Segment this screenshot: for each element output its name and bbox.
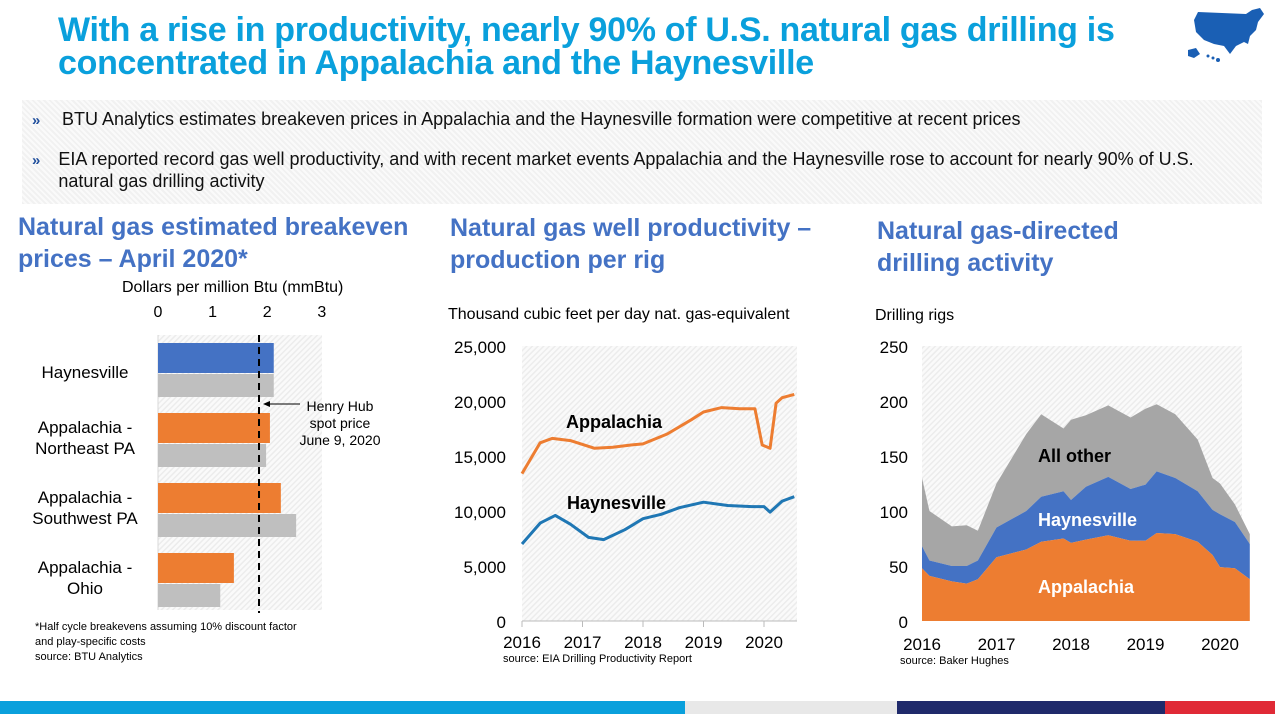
bar-primary (158, 413, 270, 443)
category-label: Appalachia - (38, 418, 133, 437)
bullet-panel: » BTU Analytics estimates breakeven price… (22, 100, 1262, 204)
y-tick-label: 20,000 (454, 393, 506, 412)
annotation-text: Henry Hub (307, 398, 374, 414)
series-line-haynesville (520, 495, 795, 545)
category-label: Haynesville (42, 363, 129, 382)
y-tick-label: 0 (497, 613, 506, 632)
series-label: Appalachia (1038, 577, 1135, 597)
plot-area (522, 346, 797, 621)
chart1-axis-label: Dollars per million Btu (mmBtu) (122, 279, 344, 296)
area-appalachia (922, 533, 1250, 621)
slide-title: With a rise in productivity, nearly 90% … (58, 11, 1115, 82)
x-tick-label: 2018 (1052, 635, 1090, 654)
bar-secondary (158, 374, 274, 397)
chart1-title: Natural gas estimated breakeven prices –… (18, 213, 409, 273)
bullet-marker: » (32, 112, 41, 129)
y-tick-label: 150 (880, 448, 908, 467)
x-tick-label: 0 (154, 304, 163, 321)
bar-primary (158, 483, 281, 513)
x-tick-label: 1 (208, 304, 217, 321)
series-label: Appalachia (566, 412, 663, 432)
bullet-text: BTU Analytics estimates breakeven prices… (62, 109, 1021, 129)
x-tick-label: 2 (263, 304, 272, 321)
annotation-text: June 9, 2020 (300, 432, 381, 448)
y-tick-label: 5,000 (463, 558, 506, 577)
footer-stripe (0, 701, 685, 714)
chart3-source: source: Baker Hughes (900, 655, 1009, 667)
series-label: All other (1038, 446, 1111, 466)
bar-primary (158, 553, 234, 583)
category-label: Northeast PA (35, 439, 136, 458)
bullet-item: » BTU Analytics estimates breakeven price… (32, 108, 1020, 132)
breakeven-bar-chart: 0 1 2 3 Haynesville Appalachia - Northeast PA A… (32, 304, 381, 613)
productivity-line-chart: 0 5,000 10,000 15,000 20,000 25,000 2016 2017 20… (454, 338, 797, 652)
chart2-axis-label: Thousand cubic feet per day nat. gas-equ… (448, 306, 790, 323)
bar-secondary (158, 514, 297, 537)
footnote-line: and play-specific costs (35, 636, 146, 648)
y-tick-label: 250 (880, 338, 908, 357)
bar-secondary (158, 444, 267, 467)
footnote-line: source: BTU Analytics (35, 651, 143, 663)
series-label: Haynesville (1038, 510, 1137, 530)
category-label: Ohio (67, 579, 103, 598)
x-tick-label: 2019 (685, 633, 723, 652)
bullet-text: EIA reported record gas well productivit… (58, 149, 1194, 191)
y-tick-label: 15,000 (454, 448, 506, 467)
chart2-title: Natural gas well productivity – producti… (450, 214, 812, 274)
x-tick-label: 2018 (624, 633, 662, 652)
bar-primary (158, 343, 274, 373)
y-tick-label: 25,000 (454, 338, 506, 357)
chart3-title: Natural gas-directed drilling activity (877, 217, 1119, 277)
y-tick-label: 200 (880, 393, 908, 412)
chart3-axis-label: Drilling rigs (875, 307, 955, 324)
category-label: Southwest PA (32, 509, 138, 528)
annotation-text: spot price (310, 415, 371, 431)
x-tick-label: 2016 (503, 633, 541, 652)
footnote-line: *Half cycle breakevens assuming 10% disc… (35, 621, 297, 633)
x-tick-label: 2020 (1201, 635, 1239, 654)
series-line-appalachia (520, 392, 795, 475)
footer-stripe (685, 701, 897, 714)
area-haynesville (922, 471, 1250, 584)
series-label: Haynesville (567, 493, 666, 513)
us-map-icon (1188, 8, 1264, 62)
y-tick-label: 100 (880, 503, 908, 522)
x-tick-label: 2017 (978, 635, 1016, 654)
y-tick-label: 10,000 (454, 503, 506, 522)
bullet-item: » EIA reported record gas well productivi… (32, 148, 1242, 192)
y-tick-label: 50 (889, 558, 908, 577)
footer-stripe (897, 701, 1165, 714)
area-all-other (922, 404, 1250, 566)
x-tick-label: 2016 (903, 635, 941, 654)
footer-stripe (1165, 701, 1275, 714)
x-tick-label: 2019 (1127, 635, 1165, 654)
bullet-marker: » (32, 152, 41, 169)
y-tick-label: 0 (899, 613, 908, 632)
arrowhead-icon (263, 401, 271, 407)
chart2-source: source: EIA Drilling Productivity Report (503, 653, 692, 665)
chart1-footnote: *Half cycle breakevens assuming 10% disc… (35, 620, 297, 665)
x-tick-label: 2020 (745, 633, 783, 652)
category-label: Appalachia - (38, 488, 133, 507)
bar-secondary (158, 584, 221, 607)
x-tick-label: 3 (317, 304, 326, 321)
rigs-area-chart: 0 50 100 150 200 250 2016 2017 2018 2019 2020 All o… (880, 338, 1250, 654)
category-label: Appalachia - (38, 558, 133, 577)
x-tick-label: 2017 (564, 633, 602, 652)
